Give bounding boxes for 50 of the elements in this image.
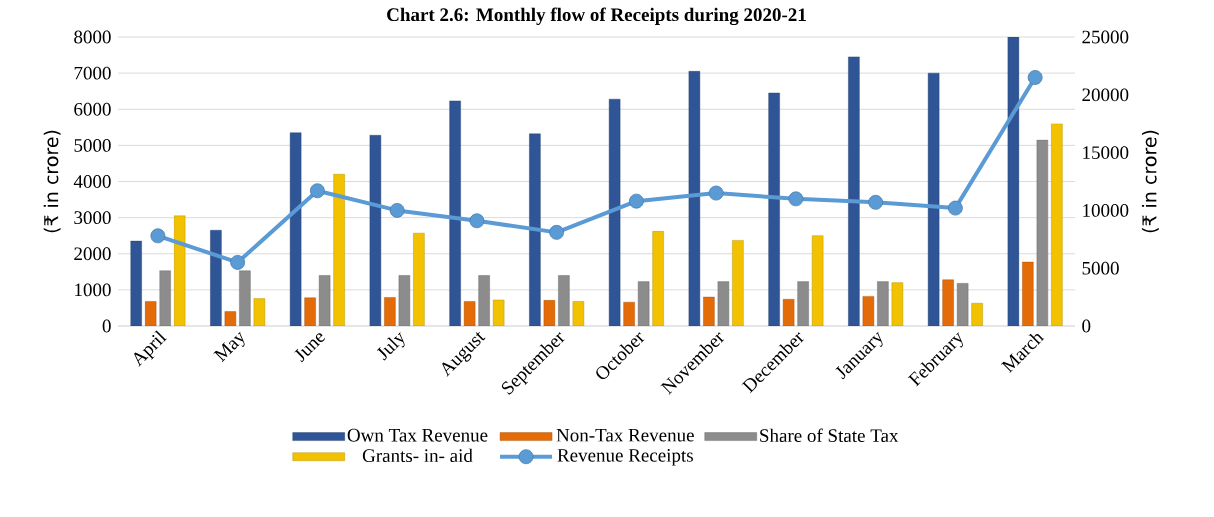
y-tick-label: 3000 [74,211,111,225]
bar [333,174,345,326]
y-tick-label: 7000 [74,66,111,80]
y2-tick-label: 25000 [1082,30,1129,44]
bar [173,215,186,326]
legend-label: Share of State Tax [760,428,899,443]
point [788,191,804,207]
y-tick-label: 1000 [75,283,111,297]
bar [891,282,904,326]
legend-label: Grants- in- aid [362,448,473,463]
y2-tick-label: 0 [1082,319,1091,333]
y2-tick-label: 20000 [1082,88,1129,102]
point [628,193,644,209]
y2-tick-label: 10000 [1083,204,1129,217]
y2-axis-title: (₹ in crore) [1141,130,1159,233]
point [389,203,405,218]
chart-title: Chart 2.6: Monthly flow of Receipts during 2020-21 [387,7,806,26]
y2-tick-label: 5000 [1082,261,1119,275]
legend-label: Own Tax Revenue [347,428,488,442]
bar [1051,123,1063,326]
bar [413,232,425,326]
x-tick-label: June [294,333,326,363]
x-tick-label: May [213,331,245,363]
bar [492,299,505,326]
legend-label: Revenue Receipts [557,448,693,466]
point [230,255,246,270]
y-tick-label: 4000 [73,175,111,188]
bar [732,240,744,326]
point [947,200,963,216]
bar [971,303,983,326]
y-tick-label: 8000 [74,30,111,44]
point [868,194,884,210]
point [469,213,485,229]
x-tick-label: July [376,332,405,361]
point [150,228,166,244]
bar [652,231,664,326]
y-tick-label: 5000 [74,138,111,152]
y2-tick-label: 15000 [1083,146,1129,160]
legend-label: Non-Tax Revenue [556,428,694,442]
y-tick-label: 2000 [74,247,111,261]
y-tick-label: 6000 [74,102,111,116]
y-axis-title: (₹ in crore) [43,130,61,233]
point [309,183,325,199]
point [1027,70,1043,85]
y-tick-label: 0 [102,319,111,333]
point [549,224,565,240]
bar [253,298,266,326]
point [708,185,724,201]
bar [811,235,824,326]
bar [572,301,585,326]
